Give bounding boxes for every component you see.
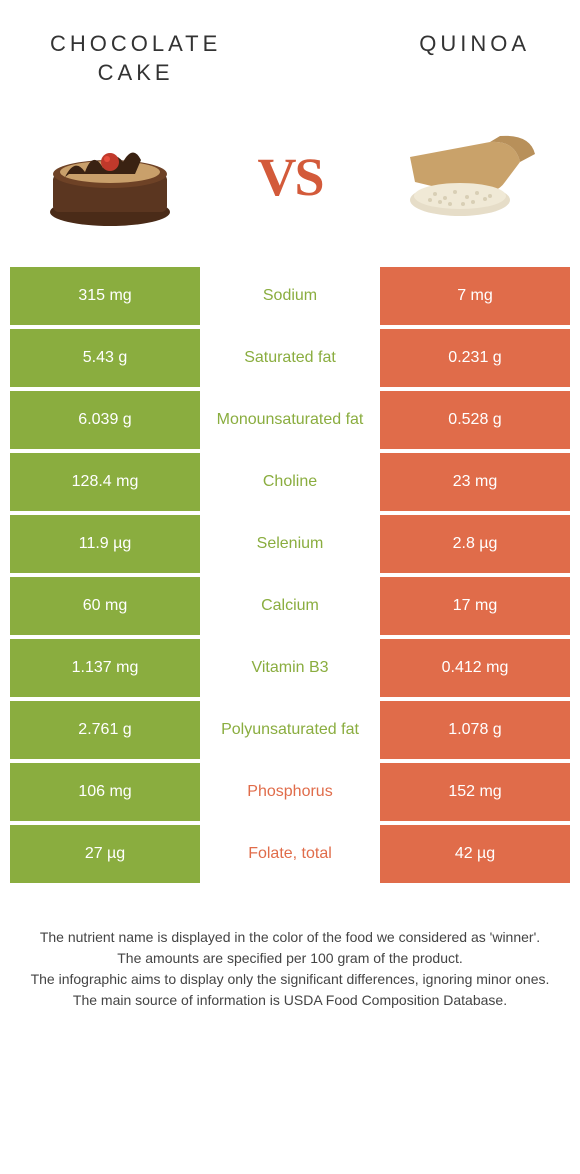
left-value-cell: 128.4 mg (10, 453, 200, 511)
nutrient-label-cell: Polyunsaturated fat (200, 701, 380, 759)
right-value-cell: 42 µg (380, 825, 570, 883)
nutrient-label-cell: Vitamin B3 (200, 639, 380, 697)
table-row: 128.4 mgCholine23 mg (10, 453, 570, 511)
footnote-line: The infographic aims to display only the… (30, 969, 550, 990)
nutrient-label-cell: Sodium (200, 267, 380, 325)
left-value-cell: 1.137 mg (10, 639, 200, 697)
right-value-cell: 0.231 g (380, 329, 570, 387)
right-food-title: QUINOA (419, 30, 530, 87)
quinoa-image (390, 117, 550, 237)
cake-icon (35, 122, 185, 232)
vs-label: VS (257, 146, 322, 208)
nutrient-label-cell: Choline (200, 453, 380, 511)
nutrient-label-cell: Folate, total (200, 825, 380, 883)
right-value-cell: 0.412 mg (380, 639, 570, 697)
table-row: 11.9 µgSelenium2.8 µg (10, 515, 570, 573)
table-row: 5.43 gSaturated fat0.231 g (10, 329, 570, 387)
left-value-cell: 2.761 g (10, 701, 200, 759)
nutrient-label-cell: Monounsaturated fat (200, 391, 380, 449)
right-value-cell: 0.528 g (380, 391, 570, 449)
table-row: 106 mgPhosphorus152 mg (10, 763, 570, 821)
table-row: 27 µgFolate, total42 µg (10, 825, 570, 883)
nutrient-label-cell: Phosphorus (200, 763, 380, 821)
left-value-cell: 6.039 g (10, 391, 200, 449)
right-value-cell: 2.8 µg (380, 515, 570, 573)
right-value-cell: 1.078 g (380, 701, 570, 759)
header: CHOCOLATE CAKE QUINOA (0, 0, 580, 97)
footnotes: The nutrient name is displayed in the co… (0, 887, 580, 1031)
nutrient-label-cell: Calcium (200, 577, 380, 635)
table-row: 315 mgSodium7 mg (10, 267, 570, 325)
nutrient-label-cell: Saturated fat (200, 329, 380, 387)
nutrient-label-cell: Selenium (200, 515, 380, 573)
images-row: VS (0, 97, 580, 267)
footnote-line: The amounts are specified per 100 gram o… (30, 948, 550, 969)
nutrient-table: 315 mgSodium7 mg5.43 gSaturated fat0.231… (10, 267, 570, 883)
chocolate-cake-image (30, 117, 190, 237)
left-value-cell: 60 mg (10, 577, 200, 635)
table-row: 2.761 gPolyunsaturated fat1.078 g (10, 701, 570, 759)
table-row: 60 mgCalcium17 mg (10, 577, 570, 635)
table-row: 6.039 gMonounsaturated fat0.528 g (10, 391, 570, 449)
footnote-line: The nutrient name is displayed in the co… (30, 927, 550, 948)
right-value-cell: 152 mg (380, 763, 570, 821)
quinoa-icon (395, 122, 545, 232)
left-value-cell: 315 mg (10, 267, 200, 325)
left-value-cell: 5.43 g (10, 329, 200, 387)
right-value-cell: 7 mg (380, 267, 570, 325)
left-value-cell: 106 mg (10, 763, 200, 821)
footnote-line: The main source of information is USDA F… (30, 990, 550, 1011)
left-value-cell: 11.9 µg (10, 515, 200, 573)
table-row: 1.137 mgVitamin B30.412 mg (10, 639, 570, 697)
right-value-cell: 23 mg (380, 453, 570, 511)
right-value-cell: 17 mg (380, 577, 570, 635)
left-food-title: CHOCOLATE CAKE (50, 30, 221, 87)
left-value-cell: 27 µg (10, 825, 200, 883)
